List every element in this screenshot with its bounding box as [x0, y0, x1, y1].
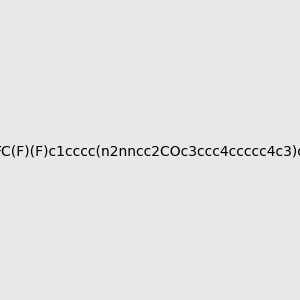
- Text: FC(F)(F)c1cccc(n2nncc2COc3ccc4ccccc4c3)c1: FC(F)(F)c1cccc(n2nncc2COc3ccc4ccccc4c3)c…: [0, 145, 300, 158]
